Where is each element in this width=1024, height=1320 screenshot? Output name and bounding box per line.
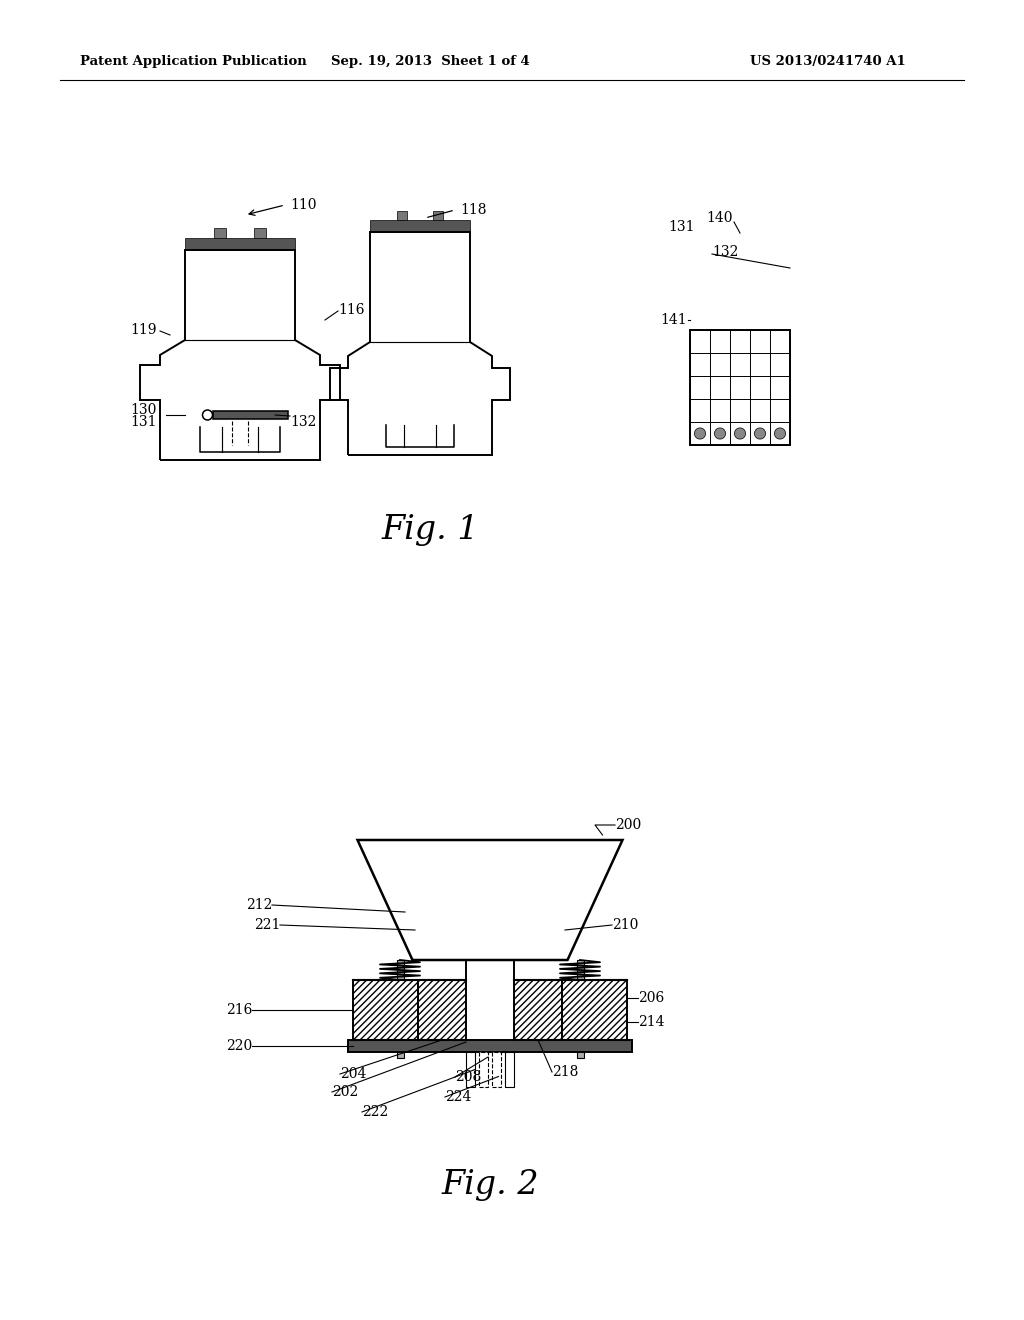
Bar [397,211,407,220]
Text: Patent Application Publication: Patent Application Publication [80,55,307,69]
Text: 110: 110 [290,198,316,213]
Bar [254,228,266,238]
Bar [562,979,627,1040]
Bar [466,960,514,1045]
Text: 202: 202 [332,1085,358,1100]
Text: US 2013/0241740 A1: US 2013/0241740 A1 [750,55,906,69]
Bar [514,979,562,1040]
Bar [418,979,466,1040]
Text: 214: 214 [638,1015,665,1030]
Bar [505,1052,514,1086]
Circle shape [203,411,213,420]
Text: 216: 216 [225,1003,252,1016]
Text: 130: 130 [130,403,157,417]
Circle shape [774,428,785,440]
Bar [353,979,418,1040]
Bar [562,979,627,1040]
Bar [214,228,226,238]
Bar [418,979,466,1040]
Text: 204: 204 [340,1067,367,1081]
Text: Fig. 1: Fig. 1 [381,513,479,546]
Text: 116: 116 [338,304,365,317]
Bar [433,211,443,220]
Bar [514,979,562,1040]
Text: 206: 206 [638,991,665,1005]
Text: 119: 119 [130,323,157,337]
Text: 210: 210 [612,917,638,932]
Bar [353,979,418,1040]
Bar [690,330,790,445]
Text: 132: 132 [290,414,316,429]
Bar [479,1052,488,1086]
Text: 208: 208 [455,1071,481,1084]
Text: 221: 221 [254,917,280,932]
Text: Fig. 2: Fig. 2 [441,1170,539,1201]
Text: Sep. 19, 2013  Sheet 1 of 4: Sep. 19, 2013 Sheet 1 of 4 [331,55,529,69]
Text: 218: 218 [552,1065,579,1078]
Circle shape [694,428,706,440]
Bar [213,411,288,418]
Text: 132: 132 [712,246,738,259]
Text: 131: 131 [668,220,694,234]
Text: 131: 131 [130,414,157,429]
Text: 118: 118 [460,203,486,216]
Text: 141: 141 [660,313,687,327]
Bar [466,1052,475,1086]
Polygon shape [357,840,623,960]
Text: 220: 220 [225,1039,252,1053]
Text: 224: 224 [445,1090,471,1104]
Bar [577,960,584,1059]
Bar [492,1052,501,1086]
Circle shape [734,428,745,440]
Text: 140: 140 [706,211,732,224]
Bar [185,238,295,249]
Circle shape [715,428,726,440]
Text: 200: 200 [615,818,641,832]
Bar [370,220,470,232]
Text: 222: 222 [362,1105,388,1119]
Bar [396,960,403,1059]
Text: 212: 212 [246,898,272,912]
Bar [348,1040,632,1052]
Circle shape [755,428,766,440]
